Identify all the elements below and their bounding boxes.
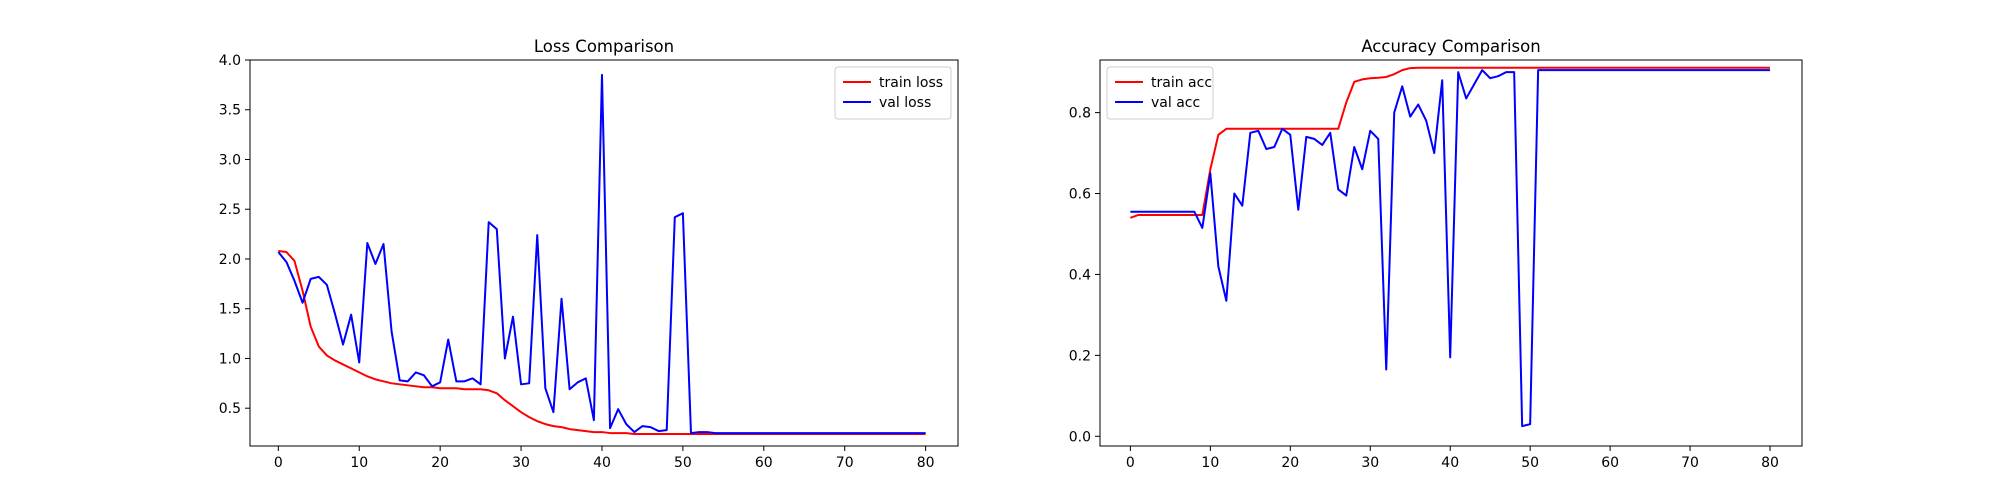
series-line-train-loss (278, 250, 926, 436)
x-tick-label: 0 (274, 455, 283, 471)
series-line-val-acc (1130, 69, 1771, 428)
axes-frame (1099, 59, 1803, 447)
x-tick-label: 30 (512, 455, 530, 471)
x-tick-label: 80 (1761, 455, 1779, 471)
x-tick-label: 20 (1281, 455, 1299, 471)
y-tick-label: 0.4 (1069, 267, 1091, 283)
legend-label: train acc (1151, 75, 1212, 91)
y-tick-label: 0.5 (219, 401, 241, 417)
legend: train loss val loss (834, 66, 952, 120)
chart-0: 0 10 20 30 40 50 60 70 80 0.5 1.0 1.5 2.0 2.5 3.0 3.5 4.… (219, 37, 959, 471)
y-tick-label: 2.5 (219, 202, 241, 218)
x-tick-label: 60 (1601, 455, 1619, 471)
chart-title: Accuracy Comparison (1361, 37, 1540, 56)
legend-label: val loss (879, 95, 931, 111)
y-tick-label: 0.2 (1069, 348, 1091, 364)
x-tick-label: 20 (431, 455, 449, 471)
y-tick-label: 0.6 (1069, 187, 1091, 203)
chart-title: Loss Comparison (534, 37, 674, 56)
x-tick-label: 10 (1201, 455, 1219, 471)
chart-1: 0 10 20 30 40 50 60 70 80 0.0 0.2 0.4 0.6 0.8 Accuracy… (1069, 37, 1803, 471)
y-tick-label: 2.0 (219, 252, 241, 268)
x-tick-label: 70 (836, 455, 854, 471)
x-tick-label: 80 (917, 455, 935, 471)
x-tick-label: 30 (1361, 455, 1379, 471)
y-tick-label: 3.5 (219, 103, 241, 119)
y-tick-label: 4.0 (219, 53, 241, 69)
x-tick-label: 40 (1441, 455, 1459, 471)
legend-label: val acc (1151, 95, 1200, 111)
y-tick-label: 0.8 (1069, 106, 1091, 122)
x-tick-label: 60 (755, 455, 773, 471)
x-tick-label: 40 (593, 455, 611, 471)
y-tick-label: 3.0 (219, 152, 241, 168)
y-tick-label: 1.5 (219, 302, 241, 318)
x-tick-label: 10 (350, 455, 368, 471)
y-tick-label: 0.0 (1069, 429, 1091, 445)
legend-box (834, 66, 952, 120)
legend: train acc val acc (1106, 66, 1214, 120)
x-tick-label: 0 (1126, 455, 1135, 471)
x-tick-label: 50 (1521, 455, 1539, 471)
x-tick-label: 50 (674, 455, 692, 471)
axes-frame (249, 59, 959, 447)
y-tick-label: 1.0 (219, 351, 241, 367)
x-tick-label: 70 (1681, 455, 1699, 471)
series-line-val-loss (277, 73, 926, 435)
legend-label: train loss (879, 75, 943, 91)
legend-box (1106, 66, 1214, 120)
series-line-train-acc (1130, 66, 1771, 219)
